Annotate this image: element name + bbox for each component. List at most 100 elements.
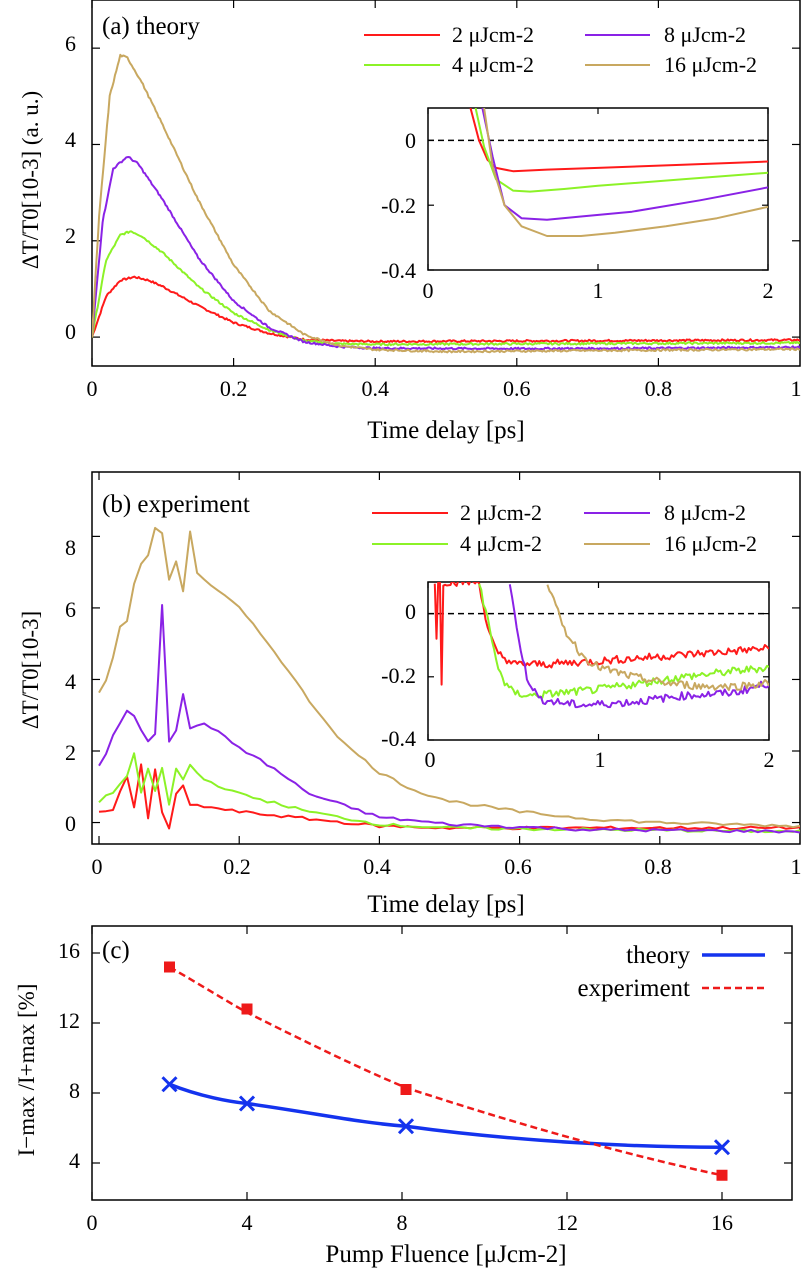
panel-c: (c) 0 4 8 12 16 4 8 12 16 Pump Fluence […: [14, 925, 793, 1268]
panel-b-inset-xtick-2: 2: [764, 747, 775, 772]
panel-a-plot-area: [91, 0, 800, 366]
series-line-4: [98, 752, 800, 834]
panel-a-inset-ytick-0: 0: [405, 128, 416, 153]
panel-a-inset-xtick-0: 0: [423, 278, 434, 303]
panel-c-xtick-3: 12: [556, 1210, 578, 1235]
panel-a-inset-xtick-2: 2: [763, 278, 774, 303]
panel-a-xtick-4: 0.8: [645, 376, 673, 401]
theory-point: [713, 1139, 731, 1156]
panel-c-ytick-0: 4: [69, 1148, 80, 1173]
panel-c-ytick-1: 8: [69, 1078, 80, 1103]
legend-label-8: 8 μJcm-2: [664, 500, 746, 525]
panel-c-ytick-3: 16: [58, 938, 80, 963]
panel-a-inset-ytick-1: -0.2: [381, 193, 416, 218]
series-line-2: [98, 763, 800, 831]
series-line-theory: [168, 1082, 723, 1149]
panel-b-legend: 2 μJcm-2 4 μJcm-2 8 μJcm-2 16 μJcm-2: [372, 500, 757, 556]
panel-c-legend: theory experiment: [578, 942, 765, 1002]
panel-b-inset-ytick-2: -0.4: [381, 726, 416, 751]
panel-b-inset-frame: [427, 581, 770, 741]
panel-a-inset-xtick-1: 1: [593, 278, 604, 303]
inset-series-line-16: [483, 108, 768, 237]
experiment-point: [164, 961, 175, 973]
legend-label-8: 8 μJcm-2: [664, 22, 746, 47]
panel-a-xtick-2: 0.4: [361, 376, 389, 401]
panel-a: (a) theory 0 0.2 0.4 0.6 0.8 1 0 2 4 6 T…: [18, 0, 802, 444]
panel-b-xtick-5: 1: [791, 854, 802, 879]
panel-b-inset-plot-area: [427, 582, 770, 741]
inset-series-line-4: [474, 108, 768, 193]
panel-a-inset-frame: [427, 107, 769, 271]
panel-b-inset-ytick-0: 0: [405, 599, 416, 624]
panel-a-frame: [91, 0, 801, 367]
panel-b: (b) experiment 0 0.2 0.4 0.6 0.8 1 0 2 4…: [18, 471, 802, 918]
theory-point: [238, 1095, 256, 1112]
panel-c-frame: [91, 925, 793, 1201]
panel-a-legend: 2 μJcm-2 4 μJcm-2 8 μJcm-2 16 μJcm-2: [364, 22, 757, 77]
experiment-point: [716, 1169, 728, 1181]
panel-c-title: (c): [102, 937, 130, 964]
panel-a-xtick-5: 1: [791, 376, 802, 401]
legend-label-4: 4 μJcm-2: [452, 52, 534, 77]
inset-series-line-8: [508, 584, 769, 709]
inset-series-line-16: [546, 584, 769, 691]
panel-b-plot-area: [92, 472, 800, 844]
legend-label-2: 2 μJcm-2: [460, 500, 542, 525]
panel-b-inset-ytick-1: -0.2: [381, 663, 416, 688]
experiment-point: [241, 1003, 253, 1015]
panel-a-title: (a) theory: [102, 13, 200, 40]
panel-c-plot-area: [91, 926, 792, 1200]
panel-b-ytick-3: 6: [65, 597, 76, 622]
panel-c-ytick-2: 12: [58, 1008, 80, 1033]
panel-b-ytick-1: 2: [65, 740, 76, 765]
series-line-4: [92, 230, 800, 347]
panel-a-ylabel: ΔT/T0[10-3] (a. u.): [18, 91, 43, 269]
panel-c-xtick-0: 0: [87, 1210, 98, 1235]
panel-a-ytick-3: 6: [65, 31, 76, 56]
legend-label-4: 4 μJcm-2: [460, 531, 542, 556]
panel-a-xtick-0: 0: [87, 376, 98, 401]
panel-b-inset: 0 1 2 0 -0.2 -0.4: [381, 581, 775, 772]
panel-b-frame: [91, 471, 801, 845]
panel-a-inset: 0 1 2 0 -0.2 -0.4: [381, 107, 774, 303]
legend-label-experiment: experiment: [578, 975, 691, 1002]
panel-b-ytick-2: 4: [65, 669, 76, 694]
panel-b-xtick-1: 0.2: [223, 854, 251, 879]
theory-point: [161, 1076, 178, 1093]
series-line-experiment: [168, 965, 723, 1177]
panel-c-xtick-4: 16: [711, 1210, 733, 1235]
panel-a-xtick-3: 0.6: [503, 376, 531, 401]
legend-label-theory: theory: [626, 942, 690, 969]
series-line-16: [92, 53, 800, 354]
panel-b-xlabel: Time delay [ps]: [367, 891, 524, 918]
inset-series-line-2: [469, 108, 768, 173]
experiment-point: [400, 1084, 412, 1095]
panel-a-xtick-1: 0.2: [220, 376, 248, 401]
series-line-2: [92, 275, 800, 344]
panel-a-xlabel: Time delay [ps]: [367, 417, 524, 444]
series-line-8: [92, 156, 800, 351]
panel-a-inset-ytick-2: -0.4: [381, 258, 416, 283]
series-line-16: [98, 526, 800, 829]
panel-b-title: (b) experiment: [102, 491, 250, 518]
panel-b-xtick-2: 0.4: [363, 854, 391, 879]
theory-point: [397, 1118, 415, 1135]
panel-b-xtick-4: 0.8: [644, 854, 672, 879]
inset-series-line-8: [481, 108, 768, 221]
panel-c-xlabel: Pump Fluence [μJcm-2]: [325, 1241, 566, 1268]
panel-c-xtick-2: 8: [397, 1210, 408, 1235]
legend-label-16: 16 μJcm-2: [664, 531, 757, 556]
legend-label-2: 2 μJcm-2: [452, 22, 534, 47]
inset-series-line-4: [478, 583, 769, 699]
legend-label-16: 16 μJcm-2: [664, 52, 757, 77]
panel-b-inset-xtick-0: 0: [425, 747, 436, 772]
panel-b-ylabel: ΔT/T0[10-3]: [18, 611, 43, 729]
panel-a-ytick-1: 2: [65, 223, 76, 248]
panel-a-ytick-2: 4: [65, 127, 76, 152]
series-line-8: [98, 604, 800, 834]
panel-a-ytick-0: 0: [65, 319, 76, 344]
panel-a-inset-plot-area: [427, 108, 769, 271]
panel-b-inset-xtick-1: 1: [595, 747, 606, 772]
panel-b-ytick-0: 0: [65, 811, 76, 836]
